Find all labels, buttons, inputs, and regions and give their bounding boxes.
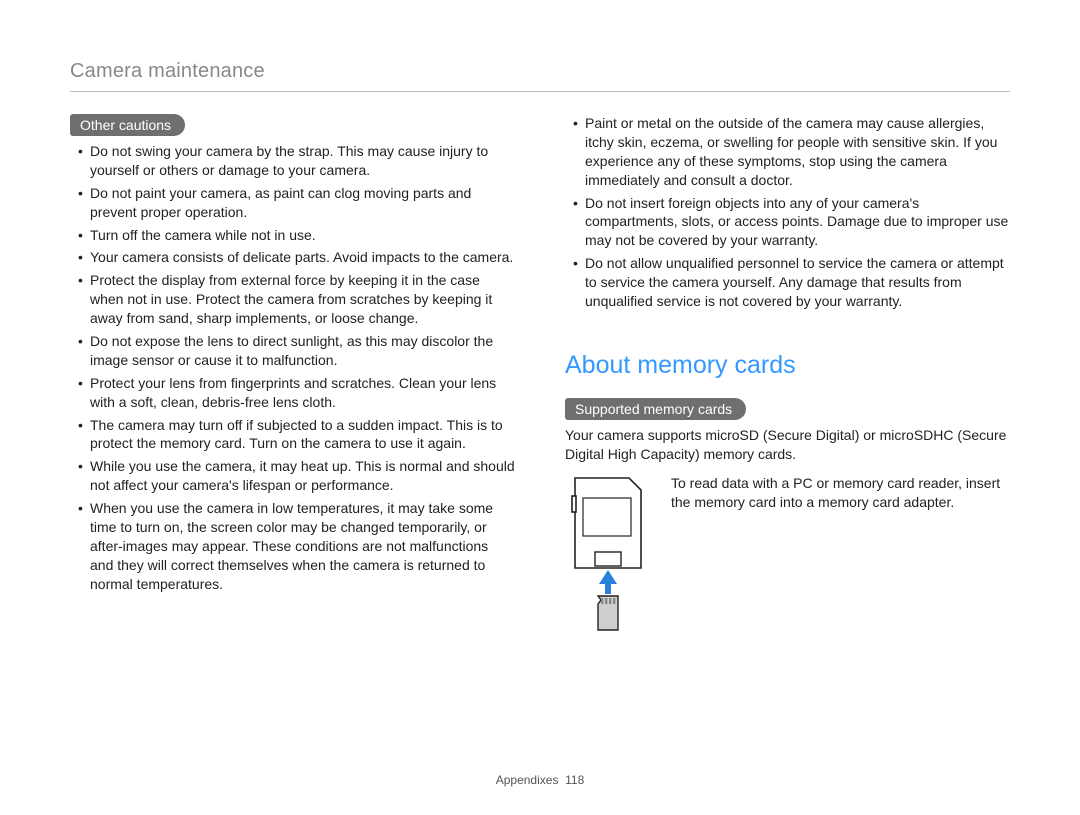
list-item: Your camera consists of delicate parts. … xyxy=(78,248,515,267)
footer-label: Appendixes xyxy=(496,773,559,787)
page-footer: Appendixes 118 xyxy=(0,773,1080,787)
list-item: Protect the display from external force … xyxy=(78,271,515,328)
page-title: Camera maintenance xyxy=(70,60,1010,83)
other-cautions-list: Do not swing your camera by the strap. T… xyxy=(70,142,515,594)
page-header: Camera maintenance xyxy=(70,60,1010,92)
list-item: When you use the camera in low temperatu… xyxy=(78,499,515,593)
about-memory-cards-heading: About memory cards xyxy=(565,351,1010,380)
other-cautions-label: Other cautions xyxy=(70,114,185,136)
list-item: While you use the camera, it may heat up… xyxy=(78,457,515,495)
list-item: Do not swing your camera by the strap. T… xyxy=(78,142,515,180)
list-item: Do not insert foreign objects into any o… xyxy=(573,194,1010,251)
list-item: The camera may turn off if subjected to … xyxy=(78,416,515,454)
list-item: Do not allow unqualified personnel to se… xyxy=(573,254,1010,311)
list-item: Turn off the camera while not in use. xyxy=(78,226,515,245)
adapter-caption: To read data with a PC or memory card re… xyxy=(671,474,1010,512)
page-root: Camera maintenance Other cautions Do not… xyxy=(0,0,1080,815)
supported-memory-cards-label: Supported memory cards xyxy=(565,398,746,420)
adapter-row: To read data with a PC or memory card re… xyxy=(565,474,1010,639)
supported-cards-body: Your camera supports microSD (Secure Dig… xyxy=(565,426,1010,464)
page-number: 118 xyxy=(565,773,584,787)
right-column: Paint or metal on the outside of the cam… xyxy=(565,114,1010,639)
header-rule xyxy=(70,91,1010,92)
list-item: Do not expose the lens to direct sunligh… xyxy=(78,332,515,370)
list-item: Paint or metal on the outside of the cam… xyxy=(573,114,1010,190)
right-top-list: Paint or metal on the outside of the cam… xyxy=(565,114,1010,311)
left-column: Other cautions Do not swing your camera … xyxy=(70,114,515,639)
list-item: Do not paint your camera, as paint can c… xyxy=(78,184,515,222)
memory-card-adapter-icon xyxy=(565,474,651,639)
list-item: Protect your lens from fingerprints and … xyxy=(78,374,515,412)
content-columns: Other cautions Do not swing your camera … xyxy=(70,114,1010,639)
